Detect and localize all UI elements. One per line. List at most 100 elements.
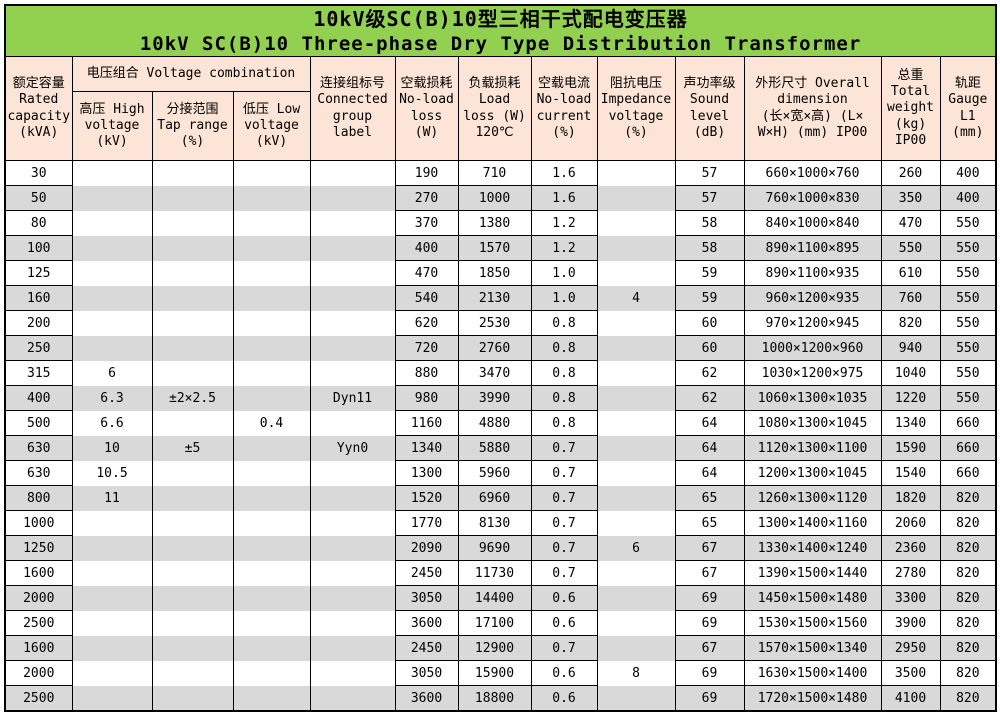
cell-no-load-loss: 3050 xyxy=(394,660,459,686)
cell-no-load-current: 1.6 xyxy=(530,185,598,211)
transformer-spec-sheet: 10kV级SC(B)10型三相干式配电变压器 10kV SC(B)10 Thre… xyxy=(4,4,998,712)
cell-weight: 2360 xyxy=(880,535,941,561)
cell-gauge: 550 xyxy=(939,210,997,236)
cell-no-load-current: 0.7 xyxy=(530,560,598,586)
table-row: 2500 3600 18800 0.6 69 1720×1500×1480 4100 820 xyxy=(4,685,997,712)
cell-load-loss: 3990 xyxy=(457,385,532,411)
table-row: 50 270 1000 1.6 57 760×1000×830 350 400 xyxy=(4,185,997,211)
cell-group xyxy=(309,660,396,686)
cell-no-load-loss: 1340 xyxy=(394,435,459,461)
cell-no-load-loss: 3600 xyxy=(394,610,459,636)
cell-tap-range xyxy=(151,610,234,636)
cell-impedance xyxy=(596,160,676,186)
cell-dimension: 1530×1500×1560 xyxy=(743,610,882,636)
cell-weight: 550 xyxy=(880,235,941,261)
cell-no-load-current: 0.7 xyxy=(530,435,598,461)
cell-no-load-current: 1.0 xyxy=(530,260,598,286)
cell-tap-range: ±5 xyxy=(151,435,234,461)
cell-load-loss: 18800 xyxy=(457,685,532,712)
cell-tap-range xyxy=(151,585,234,611)
table-row: 2000 3050 15900 0.6 8 69 1630×1500×1400 3500 820 xyxy=(4,660,997,686)
cell-capacity: 1000 xyxy=(4,510,73,536)
cell-gauge: 820 xyxy=(939,560,997,586)
table-row: 80 370 1380 1.2 58 840×1000×840 470 550 xyxy=(4,210,997,236)
cell-no-load-loss: 1520 xyxy=(394,485,459,511)
cell-low-voltage xyxy=(232,635,311,661)
table-row: 630 10 ±5 Yyn0 1340 5880 0.7 64 1120×1300×1100 15… xyxy=(4,435,997,461)
table-row: 30 190 710 1.6 57 660×1000×760 260 400 xyxy=(4,160,997,186)
cell-high-voltage xyxy=(71,185,153,211)
cell-sound: 58 xyxy=(674,235,745,261)
cell-dimension: 970×1200×945 xyxy=(743,310,882,336)
table-row: 160 540 2130 1.0 4 59 960×1200×935 760 550 xyxy=(4,285,997,311)
cell-dimension: 1060×1300×1035 xyxy=(743,385,882,411)
cell-weight: 470 xyxy=(880,210,941,236)
cell-sound: 57 xyxy=(674,160,745,186)
cell-low-voltage xyxy=(232,610,311,636)
cell-tap-range xyxy=(151,460,234,486)
cell-low-voltage xyxy=(232,335,311,361)
cell-high-voltage xyxy=(71,335,153,361)
cell-no-load-loss: 2450 xyxy=(394,635,459,661)
cell-load-loss: 1380 xyxy=(457,210,532,236)
cell-load-loss: 1570 xyxy=(457,235,532,261)
col-header-low-voltage: 低压 Low voltage (kV) xyxy=(232,91,311,161)
cell-impedance xyxy=(596,585,676,611)
cell-high-voltage xyxy=(71,310,153,336)
cell-low-voltage xyxy=(232,510,311,536)
cell-group xyxy=(309,185,396,211)
table-row: 1000 1770 8130 0.7 65 1300×1400×1160 2060 820 xyxy=(4,510,997,536)
cell-sound: 64 xyxy=(674,435,745,461)
cell-load-loss: 9690 xyxy=(457,535,532,561)
cell-high-voltage: 10 xyxy=(71,435,153,461)
cell-group xyxy=(309,285,396,311)
cell-load-loss: 5960 xyxy=(457,460,532,486)
table-header: 10kV级SC(B)10型三相干式配电变压器 10kV SC(B)10 Thre… xyxy=(4,4,997,161)
cell-gauge: 820 xyxy=(939,610,997,636)
cell-impedance xyxy=(596,410,676,436)
cell-impedance xyxy=(596,560,676,586)
cell-no-load-current: 0.7 xyxy=(530,485,598,511)
table-row: 200 620 2530 0.8 60 970×1200×945 820 550 xyxy=(4,310,997,336)
cell-no-load-loss: 3050 xyxy=(394,585,459,611)
cell-tap-range xyxy=(151,235,234,261)
cell-sound: 67 xyxy=(674,635,745,661)
cell-sound: 59 xyxy=(674,260,745,286)
table-row: 800 11 1520 6960 0.7 65 1260×1300×1120 1820 820 xyxy=(4,485,997,511)
cell-high-voltage xyxy=(71,235,153,261)
cell-group xyxy=(309,560,396,586)
cell-dimension: 1720×1500×1480 xyxy=(743,685,882,712)
cell-high-voltage xyxy=(71,210,153,236)
cell-high-voltage xyxy=(71,585,153,611)
cell-low-voltage xyxy=(232,435,311,461)
cell-tap-range xyxy=(151,210,234,236)
cell-high-voltage xyxy=(71,510,153,536)
cell-group xyxy=(309,535,396,561)
cell-dimension: 660×1000×760 xyxy=(743,160,882,186)
header-row-main: 额定容量 Rated capacity (kVA) 电压组合 Voltage c… xyxy=(4,56,997,161)
cell-sound: 67 xyxy=(674,560,745,586)
cell-tap-range xyxy=(151,410,234,436)
cell-dimension: 1300×1400×1160 xyxy=(743,510,882,536)
cell-no-load-loss: 2450 xyxy=(394,560,459,586)
cell-capacity: 2000 xyxy=(4,660,73,686)
cell-high-voltage xyxy=(71,660,153,686)
cell-capacity: 800 xyxy=(4,485,73,511)
cell-gauge: 820 xyxy=(939,510,997,536)
cell-low-voltage xyxy=(232,685,311,711)
cell-low-voltage xyxy=(232,660,311,686)
col-header-voltage-combination: 电压组合 Voltage combination xyxy=(71,56,311,92)
cell-tap-range xyxy=(151,260,234,286)
cell-load-loss: 1850 xyxy=(457,260,532,286)
cell-high-voltage xyxy=(71,160,153,186)
cell-capacity: 500 xyxy=(4,410,73,436)
cell-no-load-loss: 620 xyxy=(394,310,459,336)
cell-group xyxy=(309,460,396,486)
cell-no-load-loss: 400 xyxy=(394,235,459,261)
cell-group xyxy=(309,260,396,286)
cell-group xyxy=(309,360,396,386)
cell-weight: 610 xyxy=(880,260,941,286)
cell-gauge: 660 xyxy=(939,435,997,461)
title-english: 10kV SC(B)10 Three-phase Dry Type Distri… xyxy=(139,32,862,55)
cell-group xyxy=(309,685,396,711)
